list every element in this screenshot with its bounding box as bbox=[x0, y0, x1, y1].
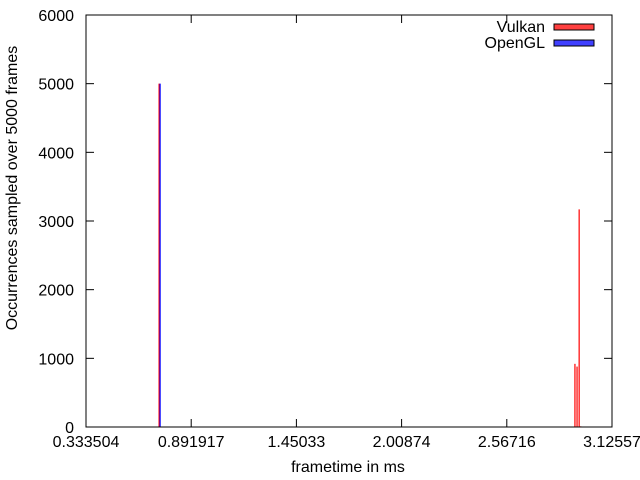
x-tick-label: 2.56716 bbox=[478, 434, 536, 451]
x-tick-label: 0.891917 bbox=[158, 434, 225, 451]
x-tick-label: 1.45033 bbox=[267, 434, 325, 451]
y-tick-label: 1000 bbox=[38, 351, 74, 368]
axes-layer bbox=[86, 15, 612, 427]
legend-swatch bbox=[554, 40, 594, 46]
ticks-layer: 0.333504 0.891917 1.45033 2.00874 2.56716 3.1… bbox=[38, 8, 640, 451]
plot-frame bbox=[86, 15, 612, 427]
legend-label: Vulkan bbox=[497, 19, 545, 36]
legend-swatch bbox=[554, 24, 594, 30]
y-tick-label: 4000 bbox=[38, 145, 74, 162]
y-tick-label: 5000 bbox=[38, 77, 74, 94]
y-tick-label: 3000 bbox=[38, 214, 74, 231]
bars-layer bbox=[159, 84, 581, 427]
y-tick-label: 2000 bbox=[38, 283, 74, 300]
x-tick-label: 2.00874 bbox=[373, 434, 431, 451]
legend-label: OpenGL bbox=[485, 35, 546, 52]
x-tick-label: 0.333504 bbox=[53, 434, 120, 451]
x-axis-label: frametime in ms bbox=[291, 459, 405, 476]
y-axis-label: Occurrences sampled over 5000 frames bbox=[4, 46, 21, 331]
y-tick-label: 6000 bbox=[38, 8, 74, 25]
y-tick-label: 0 bbox=[65, 420, 74, 437]
x-tick-label: 3.12557 bbox=[583, 434, 640, 451]
